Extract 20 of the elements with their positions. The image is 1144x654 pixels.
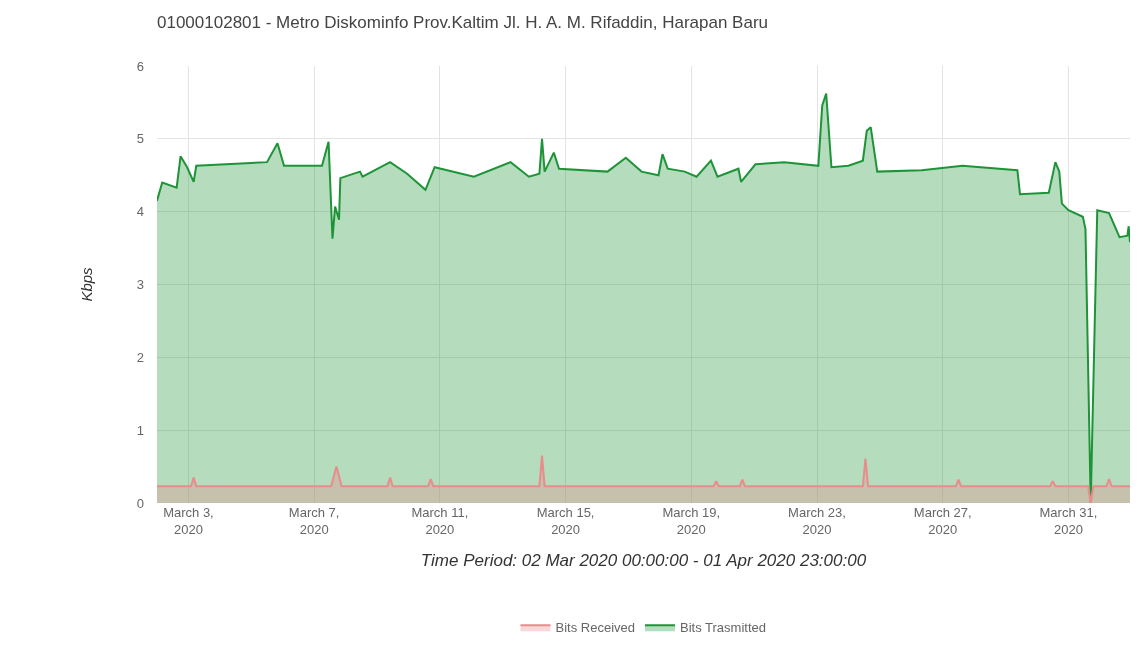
x-tick-label: March 3, 2020	[163, 505, 214, 537]
y-tick-label: 5	[136, 131, 144, 147]
y-tick-label: 4	[136, 204, 144, 220]
y-tick-label: 1	[136, 422, 144, 438]
x-tick-label: March 27, 2020	[913, 505, 972, 537]
x-tick-label: March 11, 2020	[411, 505, 469, 537]
chart-title: 01000102801 - Metro Diskominfo Prov.Kaltim Jl. H. A. M. Rifaddin, Harapan Baru	[157, 13, 769, 33]
y-tick-label: 3	[136, 277, 144, 293]
legend-label: Bits Received	[555, 620, 635, 636]
y-tick-label: 0	[136, 495, 144, 511]
x-axis-title: Time Period: 02 Mar 2020 00:00:00 - 01 Apr 2020 23:00:00	[420, 551, 867, 571]
x-tick-label: March 7, 2020	[288, 505, 340, 537]
legend-label: Bits Trasmitted	[679, 620, 766, 636]
y-axis-title: Kbps	[78, 266, 96, 302]
x-tick-label: March 23, 2020	[788, 505, 846, 537]
x-tick-label: March 19, 2020	[662, 505, 721, 537]
x-tick-label: March 31, 2020	[1039, 505, 1098, 537]
y-tick-label: 6	[136, 58, 144, 74]
x-tick-label: March 15, 2020	[536, 505, 595, 537]
y-tick-label: 2	[136, 349, 144, 365]
